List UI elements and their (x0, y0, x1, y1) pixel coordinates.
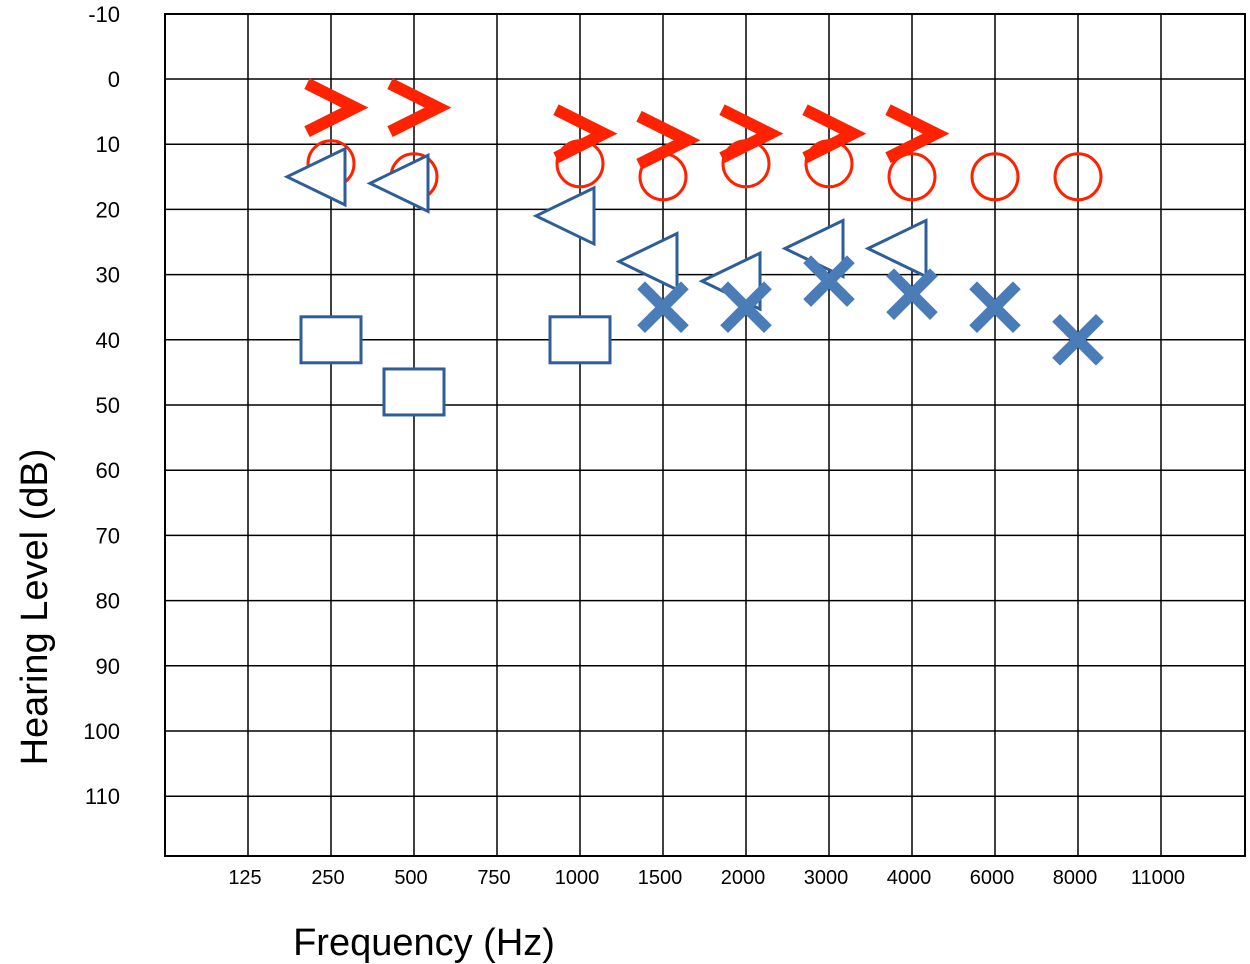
x-tick-labels: 125 250 500 750 1000 1500 2000 3000 4000 6000 8000… (228, 867, 1185, 889)
x-axis-title: Frequency (Hz) (293, 922, 555, 964)
circle-point (1053, 152, 1103, 202)
square-point (382, 367, 446, 417)
chevron-right-point (304, 78, 369, 137)
chevron-right-point (636, 110, 701, 170)
y-tick-label: 90 (96, 654, 120, 679)
chevron-right-point (885, 104, 950, 164)
y-tick-label: 50 (96, 393, 120, 418)
plot-border (164, 13, 1246, 857)
x-point (803, 255, 855, 307)
x-tick-label: 1000 (555, 867, 600, 889)
chevron-right-point (719, 104, 784, 164)
x-tick-label: 750 (477, 867, 510, 889)
chevron-right-point (802, 104, 867, 164)
chevron-right-point (387, 78, 452, 137)
data-marks (283, 78, 1104, 417)
y-tick-label: 110 (85, 784, 120, 809)
y-tick-labels: -10 0 10 20 30 40 50 60 70 80 90 100 110 (83, 2, 120, 809)
x-point (720, 281, 772, 333)
x-point (969, 281, 1021, 333)
x-point (637, 281, 689, 333)
circle-point (887, 152, 937, 202)
triangle-left-point (366, 152, 430, 214)
x-tick-label: 2000 (721, 867, 766, 889)
x-point (886, 268, 938, 320)
y-tick-label: 70 (96, 523, 120, 548)
x-point (1052, 314, 1104, 366)
x-tick-label: 500 (394, 867, 427, 889)
triangle-left-point (532, 185, 596, 247)
x-tick-label: 6000 (970, 867, 1015, 889)
y-tick-label: 0 (108, 67, 120, 92)
y-tick-label: 30 (96, 263, 120, 288)
x-tick-label: 8000 (1053, 867, 1098, 889)
x-tick-label: 3000 (804, 867, 849, 889)
square-point (548, 315, 612, 365)
y-tick-label: 60 (96, 458, 120, 483)
y-axis-title: Hearing Level (dB) (14, 449, 56, 766)
y-tick-label: 100 (83, 719, 120, 744)
y-tick-label: -10 (88, 2, 120, 27)
y-tick-label: 20 (96, 197, 120, 222)
y-tick-label: 10 (96, 132, 120, 157)
y-tick-label: 80 (96, 589, 120, 614)
triangle-left-point (864, 218, 928, 279)
x-tick-label: 1500 (638, 867, 683, 889)
y-tick-label: 40 (96, 328, 120, 353)
square-point (299, 315, 363, 365)
x-tick-label: 250 (311, 867, 344, 889)
circle-point (970, 152, 1020, 202)
triangle-left-point (283, 146, 347, 208)
triangle-left-point (615, 231, 679, 292)
x-tick-label: 11000 (1131, 867, 1185, 889)
chevron-right-point (553, 104, 618, 164)
x-tick-label: 125 (228, 867, 261, 889)
x-tick-label: 4000 (887, 867, 932, 889)
